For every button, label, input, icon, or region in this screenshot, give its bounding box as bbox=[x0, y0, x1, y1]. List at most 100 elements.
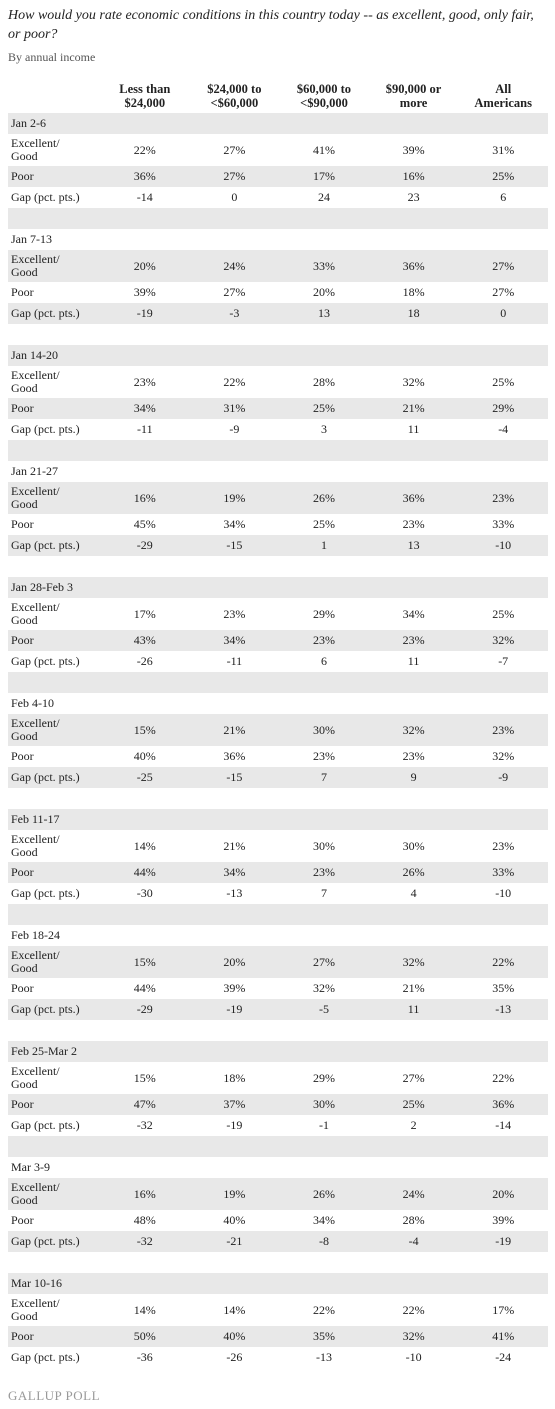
empty-cell bbox=[279, 556, 369, 577]
value-cell: 32% bbox=[402, 374, 425, 389]
value-cell: 23% bbox=[402, 517, 425, 531]
row-label: Poor bbox=[8, 166, 100, 187]
empty-cell bbox=[100, 556, 190, 577]
row-label: Excellent/ Good bbox=[8, 250, 100, 282]
row-label: Excellent/ Good bbox=[11, 368, 60, 395]
group-label: Feb 25-Mar 2 bbox=[8, 1041, 100, 1062]
spacer-row bbox=[8, 1136, 548, 1157]
empty-cell bbox=[100, 440, 190, 461]
group-label: Feb 11-17 bbox=[8, 809, 100, 830]
empty-cell bbox=[458, 113, 548, 134]
value-cell: 22% bbox=[133, 142, 156, 157]
value-cell: 24% bbox=[189, 250, 280, 282]
value-cell: -15 bbox=[189, 535, 280, 556]
value-cell: 24 bbox=[317, 190, 330, 204]
header-cell: $90,000 or more bbox=[385, 81, 442, 110]
empty-cell bbox=[279, 809, 369, 830]
empty-cell bbox=[279, 113, 369, 134]
value-cell: 11 bbox=[407, 422, 420, 436]
empty-cell bbox=[189, 440, 280, 461]
empty-cell bbox=[189, 345, 280, 366]
header-cell: All Americans bbox=[474, 81, 532, 110]
value-cell: 27% bbox=[223, 285, 246, 299]
value-cell: 23% bbox=[492, 838, 515, 853]
value-cell: 39% bbox=[492, 1213, 515, 1227]
value-cell: 3 bbox=[320, 422, 327, 436]
spacer-row bbox=[8, 1252, 548, 1273]
data-row: Poor 47% 37% 30% 25% 36% bbox=[8, 1094, 548, 1115]
value-cell: 23 bbox=[407, 190, 420, 204]
value-cell: -36 bbox=[136, 1350, 153, 1364]
value-cell: 35% bbox=[279, 1326, 369, 1347]
value-cell: 11 bbox=[368, 999, 459, 1020]
value-cell: 23% bbox=[458, 482, 548, 514]
empty-cell bbox=[189, 809, 280, 830]
value-cell: -19 bbox=[226, 1118, 243, 1132]
group-label-row: Jan 21-27 bbox=[8, 461, 548, 482]
value-cell: 25% bbox=[492, 374, 515, 389]
group-label-row: Mar 10-16 bbox=[8, 1273, 548, 1294]
empty-cell bbox=[369, 1020, 459, 1041]
empty-cell bbox=[458, 788, 548, 809]
empty-cell bbox=[279, 1041, 369, 1062]
empty-cell bbox=[368, 672, 459, 693]
value-cell: 34% bbox=[189, 862, 280, 883]
value-cell: -4 bbox=[368, 1231, 459, 1252]
value-cell: 27% bbox=[223, 142, 246, 157]
data-row: Excellent/ Good 17% 23% 29% 34% 25% bbox=[8, 598, 548, 630]
spacer-row bbox=[8, 440, 548, 461]
value-cell: 48% bbox=[133, 1213, 156, 1227]
empty-cell bbox=[369, 925, 459, 946]
empty-cell bbox=[189, 577, 280, 598]
value-cell: -10 bbox=[405, 1350, 422, 1364]
data-row: Poor 43% 34% 23% 23% 32% bbox=[8, 630, 548, 651]
empty-cell bbox=[100, 809, 190, 830]
value-cell: -19 bbox=[189, 999, 280, 1020]
empty-cell bbox=[279, 1157, 369, 1178]
value-cell: 27% bbox=[279, 946, 369, 978]
value-cell: -11 bbox=[226, 654, 243, 668]
empty-cell bbox=[8, 904, 100, 925]
value-cell: 25% bbox=[312, 517, 335, 531]
value-cell: 43% bbox=[100, 630, 190, 651]
empty-cell bbox=[368, 904, 459, 925]
value-cell: 39% bbox=[223, 981, 246, 995]
empty-cell bbox=[279, 461, 369, 482]
empty-cell bbox=[8, 440, 100, 461]
row-label: Excellent/ Good bbox=[11, 1296, 60, 1323]
empty-cell bbox=[190, 556, 280, 577]
value-cell: 13 bbox=[368, 535, 459, 556]
value-cell: 27% bbox=[458, 250, 548, 282]
value-cell: 23% bbox=[223, 606, 246, 621]
value-cell: 30% bbox=[312, 838, 335, 853]
value-cell: -15 bbox=[189, 767, 280, 788]
value-cell: 40% bbox=[189, 1326, 280, 1347]
empty-cell bbox=[368, 440, 459, 461]
empty-cell bbox=[279, 1252, 369, 1273]
empty-cell bbox=[279, 324, 369, 345]
empty-cell bbox=[279, 345, 369, 366]
value-cell: 28% bbox=[402, 1213, 425, 1227]
value-cell: 19% bbox=[189, 1178, 280, 1210]
group-label: Jan 7-13 bbox=[11, 232, 52, 246]
data-row: Gap (pct. pts.) -11 -9 3 11 -4 bbox=[8, 419, 548, 440]
value-cell: 40% bbox=[223, 1213, 246, 1227]
empty-cell bbox=[190, 788, 280, 809]
value-cell: 47% bbox=[100, 1094, 190, 1115]
data-row: Gap (pct. pts.) -32 -21 -8 -4 -19 bbox=[8, 1231, 548, 1252]
value-cell: 17% bbox=[279, 166, 369, 187]
value-cell: 15% bbox=[100, 714, 190, 746]
value-cell: 34% bbox=[402, 606, 425, 621]
value-cell: 22% bbox=[402, 1302, 425, 1317]
value-cell: 23% bbox=[402, 749, 425, 763]
value-cell: 36% bbox=[368, 250, 459, 282]
row-label: Excellent/ Good bbox=[11, 1064, 60, 1091]
empty-cell bbox=[369, 693, 459, 714]
row-label: Gap (pct. pts.) bbox=[8, 999, 100, 1020]
empty-cell bbox=[458, 1273, 548, 1294]
empty-cell bbox=[368, 1136, 459, 1157]
empty-cell bbox=[190, 324, 280, 345]
value-cell: 33% bbox=[279, 250, 369, 282]
spacer-row bbox=[8, 208, 548, 229]
spacer-row bbox=[8, 788, 548, 809]
